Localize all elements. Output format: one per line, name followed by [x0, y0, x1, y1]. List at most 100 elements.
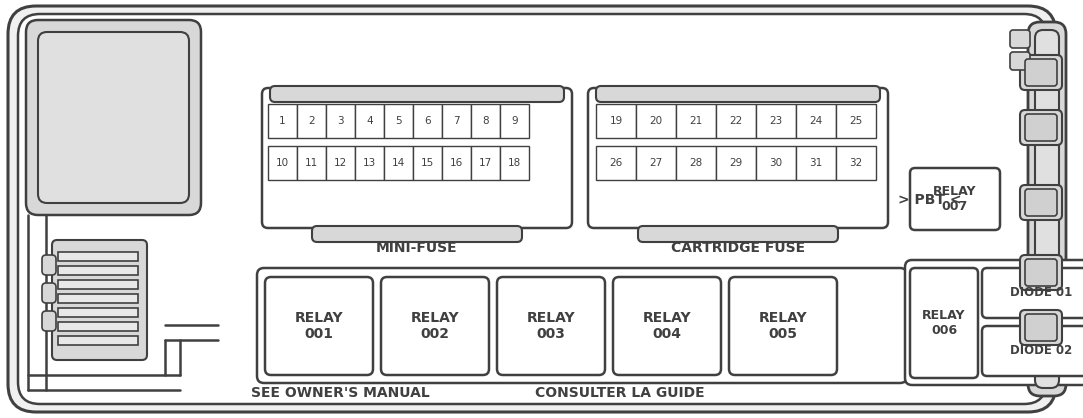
Text: SEE OWNER'S MANUAL: SEE OWNER'S MANUAL	[250, 386, 429, 400]
FancyBboxPatch shape	[1020, 110, 1062, 145]
FancyBboxPatch shape	[588, 88, 888, 228]
Text: 18: 18	[508, 158, 521, 168]
Text: 28: 28	[690, 158, 703, 168]
Text: 1: 1	[279, 116, 286, 126]
FancyBboxPatch shape	[1025, 259, 1057, 286]
Bar	[384, 104, 413, 138]
FancyBboxPatch shape	[1020, 310, 1062, 345]
Text: 25: 25	[849, 116, 863, 126]
FancyBboxPatch shape	[1025, 189, 1057, 216]
Text: 31: 31	[809, 158, 823, 168]
Text: 26: 26	[610, 158, 623, 168]
Text: RELAY
001: RELAY 001	[295, 311, 343, 341]
FancyBboxPatch shape	[52, 240, 147, 360]
Text: 21: 21	[690, 116, 703, 126]
FancyBboxPatch shape	[265, 277, 373, 375]
Text: 12: 12	[334, 158, 348, 168]
FancyBboxPatch shape	[8, 6, 1056, 412]
Text: DIODE 02: DIODE 02	[1009, 344, 1072, 357]
FancyBboxPatch shape	[982, 326, 1083, 376]
FancyBboxPatch shape	[1035, 30, 1059, 388]
Text: DIODE 01: DIODE 01	[1009, 286, 1072, 300]
Bar	[413, 146, 442, 180]
FancyBboxPatch shape	[729, 277, 837, 375]
FancyBboxPatch shape	[910, 168, 1000, 230]
Text: 6: 6	[425, 116, 431, 126]
Bar	[836, 146, 876, 180]
Text: RELAY
004: RELAY 004	[642, 311, 691, 341]
FancyBboxPatch shape	[1020, 185, 1062, 220]
Text: 16: 16	[449, 158, 464, 168]
Text: 9: 9	[511, 116, 518, 126]
Bar	[716, 104, 756, 138]
FancyBboxPatch shape	[638, 226, 838, 242]
Bar	[297, 146, 326, 180]
Text: RELAY
003: RELAY 003	[526, 311, 575, 341]
Text: RELAY
002: RELAY 002	[410, 311, 459, 341]
Text: CARTRIDGE FUSE: CARTRIDGE FUSE	[671, 241, 805, 255]
Text: 24: 24	[809, 116, 823, 126]
Bar	[596, 104, 636, 138]
Text: MINI-FUSE: MINI-FUSE	[376, 241, 458, 255]
Text: > PBT <: > PBT <	[898, 193, 962, 207]
Bar	[268, 104, 297, 138]
Bar	[58, 308, 138, 317]
Text: RELAY
005: RELAY 005	[759, 311, 807, 341]
Bar	[58, 336, 138, 345]
FancyBboxPatch shape	[26, 20, 201, 215]
FancyBboxPatch shape	[596, 86, 880, 102]
FancyBboxPatch shape	[497, 277, 605, 375]
Bar	[756, 146, 796, 180]
Bar	[58, 294, 138, 303]
Bar	[58, 266, 138, 275]
FancyBboxPatch shape	[1028, 22, 1066, 396]
Bar	[268, 146, 297, 180]
Text: RELAY
006: RELAY 006	[923, 309, 966, 337]
FancyBboxPatch shape	[1025, 314, 1057, 341]
FancyBboxPatch shape	[262, 88, 572, 228]
FancyBboxPatch shape	[905, 260, 1083, 385]
FancyBboxPatch shape	[270, 86, 564, 102]
FancyBboxPatch shape	[1025, 59, 1057, 86]
Text: 32: 32	[849, 158, 863, 168]
Bar	[471, 104, 500, 138]
Text: 15: 15	[421, 158, 434, 168]
Text: 23: 23	[769, 116, 783, 126]
Bar	[676, 146, 716, 180]
Text: 27: 27	[650, 158, 663, 168]
FancyBboxPatch shape	[1020, 255, 1062, 290]
FancyBboxPatch shape	[312, 226, 522, 242]
Bar	[796, 104, 836, 138]
Text: 29: 29	[729, 158, 743, 168]
Bar	[326, 146, 355, 180]
FancyBboxPatch shape	[38, 32, 190, 203]
Bar	[355, 146, 384, 180]
FancyBboxPatch shape	[18, 14, 1046, 404]
FancyBboxPatch shape	[42, 255, 56, 275]
Text: 20: 20	[650, 116, 663, 126]
Bar	[636, 104, 676, 138]
FancyBboxPatch shape	[42, 283, 56, 303]
Text: 7: 7	[453, 116, 460, 126]
Bar	[836, 104, 876, 138]
Text: 14: 14	[392, 158, 405, 168]
Text: 13: 13	[363, 158, 376, 168]
Text: 17: 17	[479, 158, 492, 168]
FancyBboxPatch shape	[257, 268, 906, 383]
Bar	[636, 146, 676, 180]
FancyBboxPatch shape	[910, 268, 978, 378]
Text: 3: 3	[337, 116, 343, 126]
Text: RELAY
007: RELAY 007	[934, 185, 977, 213]
FancyBboxPatch shape	[42, 311, 56, 331]
Bar	[716, 146, 756, 180]
Text: 19: 19	[610, 116, 623, 126]
Bar	[796, 146, 836, 180]
Text: 10: 10	[276, 158, 289, 168]
FancyBboxPatch shape	[1010, 30, 1030, 48]
Bar	[297, 104, 326, 138]
Bar	[58, 280, 138, 289]
Text: CONSULTER LA GUIDE: CONSULTER LA GUIDE	[535, 386, 705, 400]
FancyBboxPatch shape	[1010, 52, 1030, 70]
Bar	[326, 104, 355, 138]
Text: 4: 4	[366, 116, 373, 126]
